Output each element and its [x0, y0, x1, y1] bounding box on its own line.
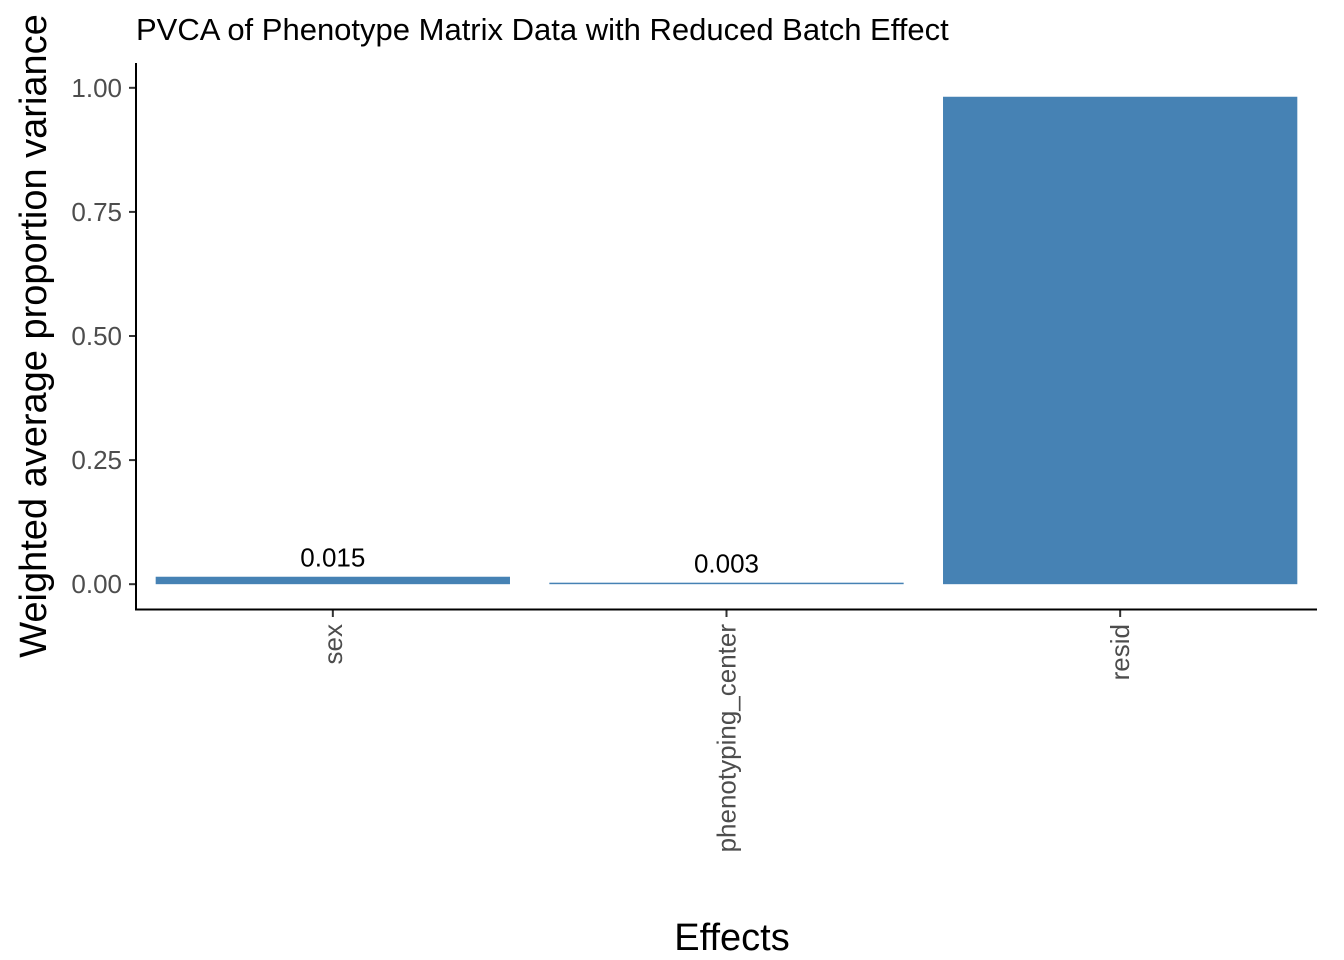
y-axis-title: Weighted average proportion variance	[13, 14, 55, 658]
x-tick-label: sex	[318, 624, 348, 664]
y-axis: 0.00 0.25 0.50 0.75 1.00	[71, 73, 136, 599]
x-tick-label: resid	[1105, 624, 1135, 680]
x-axis: sex phenotyping_center resid	[318, 610, 1135, 852]
data-label-sex: 0.015	[300, 543, 365, 573]
y-tick-label: 1.00	[71, 73, 122, 103]
chart-title: PVCA of Phenotype Matrix Data with Reduc…	[136, 12, 949, 47]
bar-phenotyping_center	[549, 582, 904, 585]
data-label-phenotyping_center: 0.003	[694, 549, 759, 579]
y-tick-label: 0.75	[71, 197, 122, 227]
y-tick-label: 0.00	[71, 569, 122, 599]
y-tick-label: 0.25	[71, 445, 122, 475]
x-tick-label: phenotyping_center	[712, 624, 742, 853]
bars	[155, 96, 1298, 585]
x-axis-title: Effects	[674, 917, 789, 959]
data-labels: 0.015 0.003	[300, 543, 759, 579]
y-tick-label: 0.50	[71, 321, 122, 351]
bar-sex	[155, 576, 510, 585]
bar-resid	[943, 96, 1298, 585]
